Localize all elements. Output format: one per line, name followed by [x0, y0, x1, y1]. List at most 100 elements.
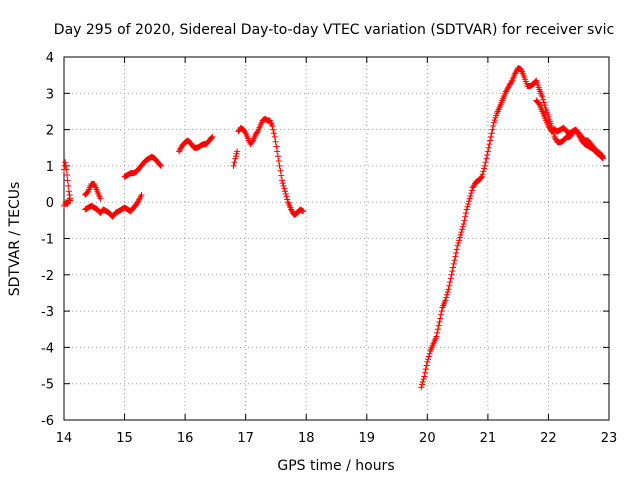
data-point	[435, 322, 442, 329]
data-point	[508, 78, 515, 85]
data-point	[456, 234, 463, 241]
data-point	[466, 195, 473, 202]
data-point	[443, 294, 450, 301]
data-point	[437, 315, 444, 322]
data-point	[157, 161, 164, 168]
chart-title: Day 295 of 2020, Sidereal Day-to-day VTE…	[54, 22, 614, 38]
y-tick-label: 2	[46, 124, 54, 139]
data-point	[423, 362, 430, 369]
data-point	[253, 129, 260, 136]
data-point	[446, 282, 453, 289]
data-point	[65, 188, 72, 195]
data-point	[300, 208, 307, 215]
data-point	[467, 192, 474, 199]
data-point	[270, 126, 277, 133]
y-axis-title: SDTVAR / TECUs	[7, 182, 23, 297]
x-tick-label: 17	[237, 431, 254, 446]
data-point	[62, 159, 69, 166]
x-axis: 14 15 16 17 18 19 20 21 22 23	[56, 57, 617, 446]
data-point	[425, 353, 432, 360]
data-point	[249, 138, 256, 145]
data-point	[486, 141, 493, 148]
data-point	[487, 133, 494, 140]
data-point	[270, 130, 277, 137]
data-point	[461, 217, 468, 224]
data-point	[484, 152, 491, 159]
data-point	[230, 162, 237, 169]
y-tick-label: 0	[46, 196, 54, 211]
y-tick-label: 3	[46, 87, 54, 102]
data-point	[456, 237, 463, 244]
data-point	[97, 195, 104, 202]
data-point	[454, 242, 461, 249]
y-axis: -6 -5 -4 -3 -2 -1 0 1 2 3 4	[41, 51, 609, 429]
data-point	[462, 210, 469, 217]
data-point	[275, 158, 282, 165]
y-tick-label: -3	[41, 305, 54, 320]
data-point	[452, 253, 459, 260]
data-point	[468, 190, 475, 197]
y-tick-label: 4	[46, 51, 54, 66]
data-point	[434, 326, 441, 333]
data-point	[447, 279, 454, 286]
y-tick-label: -4	[41, 341, 54, 356]
data-point	[437, 311, 444, 318]
data-point	[274, 153, 281, 160]
data-point	[451, 257, 458, 264]
data-point	[281, 185, 288, 192]
x-tick-label: 14	[56, 431, 73, 446]
data-point	[279, 180, 286, 187]
data-point	[445, 286, 452, 293]
data-point	[458, 229, 465, 236]
data-point	[459, 223, 466, 230]
data-point	[271, 133, 278, 140]
data-point	[241, 129, 248, 136]
data-point	[64, 171, 71, 178]
data-point	[449, 268, 456, 275]
data-point	[540, 99, 547, 106]
data-point	[63, 166, 70, 173]
data-point	[460, 220, 467, 227]
data-point	[436, 318, 443, 325]
data-point	[138, 191, 145, 198]
data-point	[457, 231, 464, 238]
data-point	[280, 182, 287, 189]
data-point	[490, 122, 497, 129]
x-tick-label: 18	[298, 431, 315, 446]
x-tick-label: 16	[177, 431, 194, 446]
data-point	[459, 226, 466, 233]
data-point	[450, 260, 457, 267]
data-point	[272, 138, 279, 145]
data-point	[424, 358, 431, 365]
data-point	[599, 155, 606, 162]
data-point	[488, 130, 495, 137]
data-point	[450, 264, 457, 271]
data-point	[487, 137, 494, 144]
data-points	[61, 64, 606, 391]
data-point	[422, 369, 429, 376]
data-point	[465, 198, 472, 205]
data-point	[64, 177, 71, 184]
data-point	[277, 167, 284, 174]
data-point	[273, 143, 280, 150]
data-point	[453, 250, 460, 257]
y-tick-label: -5	[41, 378, 54, 393]
data-point	[540, 96, 547, 103]
data-point	[64, 200, 71, 207]
data-point	[420, 376, 427, 383]
y-tick-label: -1	[41, 233, 54, 248]
data-point	[482, 159, 489, 166]
data-point	[426, 350, 433, 357]
data-point	[483, 155, 490, 162]
data-point	[282, 191, 289, 198]
data-point	[484, 148, 491, 155]
data-point	[209, 133, 216, 140]
data-point	[444, 291, 451, 298]
data-point	[485, 144, 492, 151]
data-point	[448, 271, 455, 278]
data-point	[65, 182, 72, 189]
data-point	[463, 206, 470, 213]
data-point	[67, 197, 74, 204]
data-point	[282, 188, 289, 195]
data-point	[434, 329, 441, 336]
